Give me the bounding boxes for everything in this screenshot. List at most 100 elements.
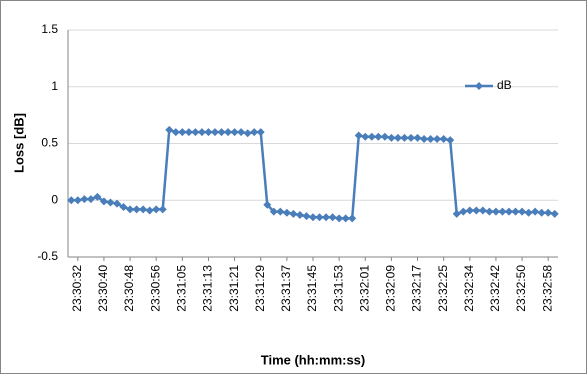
- data-point: [341, 214, 350, 223]
- data-point: [452, 209, 461, 218]
- data-point: [191, 128, 200, 137]
- y-axis-title: Loss [dB]: [11, 113, 26, 173]
- data-point: [289, 209, 298, 218]
- y-tick-label: 1: [51, 79, 58, 93]
- data-point: [524, 208, 533, 217]
- data-point: [413, 133, 422, 142]
- legend-label: dB: [497, 78, 512, 92]
- data-point: [407, 133, 415, 142]
- data-point: [361, 132, 370, 141]
- data-point: [426, 134, 435, 143]
- data-point: [393, 133, 402, 142]
- x-tick-label: 23:32:17: [410, 265, 424, 312]
- data-point: [544, 208, 553, 217]
- data-point: [145, 206, 154, 215]
- data-point: [511, 207, 520, 216]
- x-tick-label: 23:32:50: [514, 265, 528, 312]
- data-point: [158, 205, 167, 214]
- data-point: [230, 128, 239, 137]
- data-point: [505, 207, 513, 216]
- data-point: [243, 129, 252, 138]
- data-point: [302, 212, 311, 221]
- data-point: [237, 128, 246, 137]
- x-tick-label: 23:32:09: [384, 265, 398, 312]
- data-point: [99, 197, 108, 206]
- data-point: [439, 134, 448, 143]
- y-tick-label: 1.5: [41, 22, 58, 36]
- data-point: [93, 192, 102, 201]
- x-axis-title: Time (hh:mm:ss): [261, 352, 366, 367]
- x-tick-label: 23:32:01: [357, 265, 371, 312]
- data-point: [113, 199, 121, 208]
- x-tick-label: 23:31:21: [227, 265, 241, 312]
- x-tick-label: 23:31:05: [175, 265, 189, 312]
- data-point: [295, 211, 304, 220]
- data-point: [348, 214, 357, 223]
- legend-marker: [475, 82, 483, 90]
- data-point: [315, 213, 324, 222]
- x-tick-label: 23:30:40: [96, 265, 110, 312]
- x-tick-label: 23:32:42: [488, 265, 502, 312]
- data-point: [106, 198, 115, 207]
- x-tick-label: 23:32:58: [540, 265, 554, 312]
- data-point: [335, 214, 344, 223]
- data-point: [165, 125, 174, 134]
- data-point: [73, 196, 82, 205]
- data-point: [139, 205, 148, 214]
- data-point: [178, 128, 187, 137]
- x-tick-label: 23:30:56: [148, 265, 162, 312]
- y-tick-label: 0: [51, 192, 58, 206]
- data-point: [328, 213, 337, 222]
- data-point: [537, 208, 546, 217]
- data-point: [263, 200, 272, 209]
- data-point: [433, 134, 442, 143]
- data-point: [367, 132, 376, 141]
- x-tick-label: 23:30:32: [70, 265, 84, 312]
- y-tick-label: -0.5: [37, 249, 58, 263]
- data-point: [446, 136, 455, 145]
- x-tick-label: 23:31:45: [305, 265, 319, 312]
- data-point: [171, 128, 180, 137]
- data-point: [184, 128, 193, 137]
- data-point: [374, 132, 383, 141]
- data-point: [282, 208, 291, 217]
- data-point: [309, 213, 317, 222]
- data-point: [465, 206, 474, 215]
- data-point: [518, 207, 527, 216]
- data-point: [80, 195, 89, 204]
- data-point: [459, 207, 468, 216]
- data-point: [531, 207, 540, 216]
- data-point: [354, 131, 363, 140]
- data-point: [485, 207, 494, 216]
- data-point: [478, 206, 487, 215]
- data-point: [420, 134, 429, 143]
- data-point: [224, 128, 233, 137]
- data-point: [400, 133, 409, 142]
- data-point: [380, 132, 389, 141]
- data-point: [491, 207, 500, 216]
- x-tick-label: 23:31:13: [201, 265, 215, 312]
- x-tick-label: 23:32:34: [462, 265, 476, 312]
- data-point: [269, 207, 278, 216]
- data-point: [276, 207, 285, 216]
- data-point: [126, 205, 135, 214]
- data-point: [322, 213, 331, 222]
- data-point: [204, 128, 213, 137]
- data-point: [132, 205, 141, 214]
- x-tick-label: 23:30:48: [122, 265, 136, 312]
- data-point: [197, 128, 206, 137]
- x-tick-label: 23:31:53: [331, 265, 345, 312]
- x-tick-label: 23:32:25: [436, 265, 450, 312]
- data-point: [256, 128, 265, 137]
- x-tick-label: 23:31:37: [279, 265, 293, 312]
- data-point: [217, 128, 226, 137]
- x-tick-label: 23:31:29: [253, 265, 267, 312]
- data-point: [387, 133, 396, 142]
- y-tick-label: 0.5: [41, 136, 58, 150]
- data-point: [67, 196, 76, 205]
- data-point: [86, 195, 95, 204]
- data-point: [498, 207, 507, 216]
- data-point: [472, 206, 481, 215]
- data-point: [119, 203, 128, 212]
